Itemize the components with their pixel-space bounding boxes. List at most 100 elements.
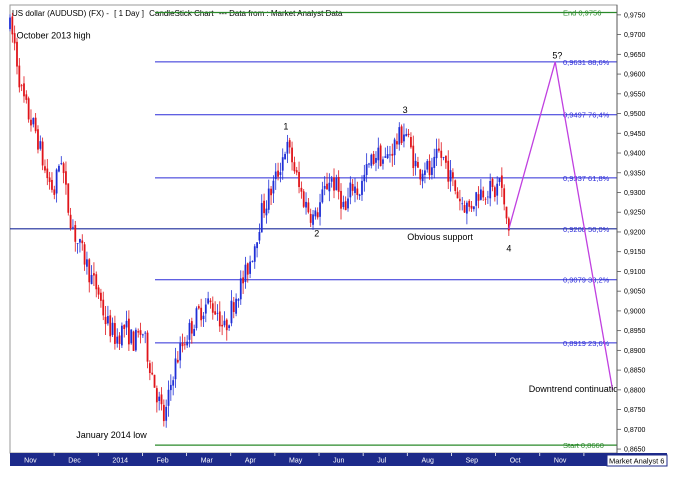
candle xyxy=(286,134,289,164)
candle-body xyxy=(440,150,443,158)
candle xyxy=(505,206,508,225)
candle-body xyxy=(375,157,377,163)
annotation-2: Downtrend continuation xyxy=(529,384,624,394)
candle xyxy=(456,187,459,199)
candle-body xyxy=(475,192,478,206)
candle xyxy=(225,318,228,341)
level-label-0: End 0,9756 xyxy=(563,8,601,17)
candle xyxy=(125,310,128,335)
y-tick-label: 0,9750 xyxy=(624,12,646,19)
candle xyxy=(370,153,373,169)
candle xyxy=(23,76,25,103)
candle-body xyxy=(372,153,375,165)
candle-body xyxy=(482,190,485,198)
candle-body xyxy=(382,159,384,164)
x-tick-label-9: Aug xyxy=(421,458,434,465)
candle-body xyxy=(267,188,270,210)
candle xyxy=(11,12,14,43)
level-label-7: Start 0,8660 xyxy=(563,441,604,450)
candle-body xyxy=(100,292,102,301)
candle-body xyxy=(426,161,429,170)
candles xyxy=(9,12,510,428)
candle xyxy=(218,301,221,332)
y-tick-label: 0,9700 xyxy=(624,32,646,39)
candle-body xyxy=(400,126,403,143)
candle-body xyxy=(193,329,196,336)
candle xyxy=(127,310,130,351)
candle xyxy=(74,220,77,252)
candle-body xyxy=(232,302,235,313)
candle xyxy=(67,183,70,216)
candle-body xyxy=(288,140,291,148)
candle-body xyxy=(9,17,11,30)
y-axis-panel xyxy=(617,5,667,453)
candle-body xyxy=(307,202,310,213)
candle xyxy=(134,327,137,352)
candle xyxy=(235,293,238,317)
candle xyxy=(37,125,39,154)
candle xyxy=(102,291,105,321)
y-tick-label: 0,9550 xyxy=(624,91,646,98)
header-source: --- Data from : Market Analyst Data xyxy=(219,9,343,18)
candle xyxy=(25,90,28,104)
candle-body xyxy=(16,41,18,67)
candle-body xyxy=(328,182,331,192)
candle xyxy=(463,200,466,214)
candle-body xyxy=(225,319,228,331)
candle xyxy=(109,309,112,343)
candle xyxy=(207,291,210,305)
candle xyxy=(116,328,119,348)
candle-body xyxy=(333,177,335,191)
candle xyxy=(65,161,67,195)
candle-body xyxy=(323,185,326,189)
candle xyxy=(335,174,338,191)
candle xyxy=(60,156,63,166)
candle xyxy=(81,234,84,251)
candle-body xyxy=(407,133,410,135)
wave-label-1: 2 xyxy=(314,229,319,239)
candle-body xyxy=(67,183,70,213)
candle xyxy=(379,143,382,167)
candle xyxy=(237,298,240,308)
fib-levels: End 0,9756 0,9631 88,6% 0,9497 76,4% 0,9337… xyxy=(10,8,617,450)
candle-body xyxy=(505,206,508,219)
chart-header: US dollar (AUDUSD) (FX) - [ 1 Day ] Cand… xyxy=(12,9,343,18)
candle-body xyxy=(386,154,389,159)
candle xyxy=(200,298,203,327)
candle-body xyxy=(477,194,480,201)
candle-body xyxy=(270,188,272,196)
candle xyxy=(265,200,268,224)
candle-body xyxy=(456,191,459,199)
candle-body xyxy=(451,172,454,179)
candle xyxy=(507,216,510,236)
candle-body xyxy=(305,201,307,208)
candle xyxy=(46,159,49,186)
candle-body xyxy=(188,322,191,340)
candle xyxy=(151,361,154,376)
candle-body xyxy=(277,170,279,177)
candle xyxy=(451,168,454,187)
candle-body xyxy=(377,147,380,161)
candle-body xyxy=(79,238,81,243)
candle xyxy=(328,173,331,202)
candle xyxy=(209,298,212,309)
candle xyxy=(256,242,258,258)
candle-body xyxy=(200,307,203,321)
candle-body xyxy=(260,203,263,233)
y-tick-label: 0,8800 xyxy=(624,387,646,394)
candle xyxy=(258,223,261,245)
candle xyxy=(347,187,349,212)
candle-body xyxy=(435,148,438,159)
candle xyxy=(123,324,126,338)
candle xyxy=(97,284,100,300)
candle xyxy=(349,176,352,205)
candle xyxy=(431,157,433,180)
x-tick-label-7: Jun xyxy=(333,458,344,465)
candle-body xyxy=(253,246,256,262)
candle-body xyxy=(34,117,37,132)
candle-body xyxy=(424,170,426,175)
candle xyxy=(396,133,398,150)
candle-body xyxy=(197,306,200,309)
candle-body xyxy=(363,174,366,182)
candle-body xyxy=(39,141,42,149)
